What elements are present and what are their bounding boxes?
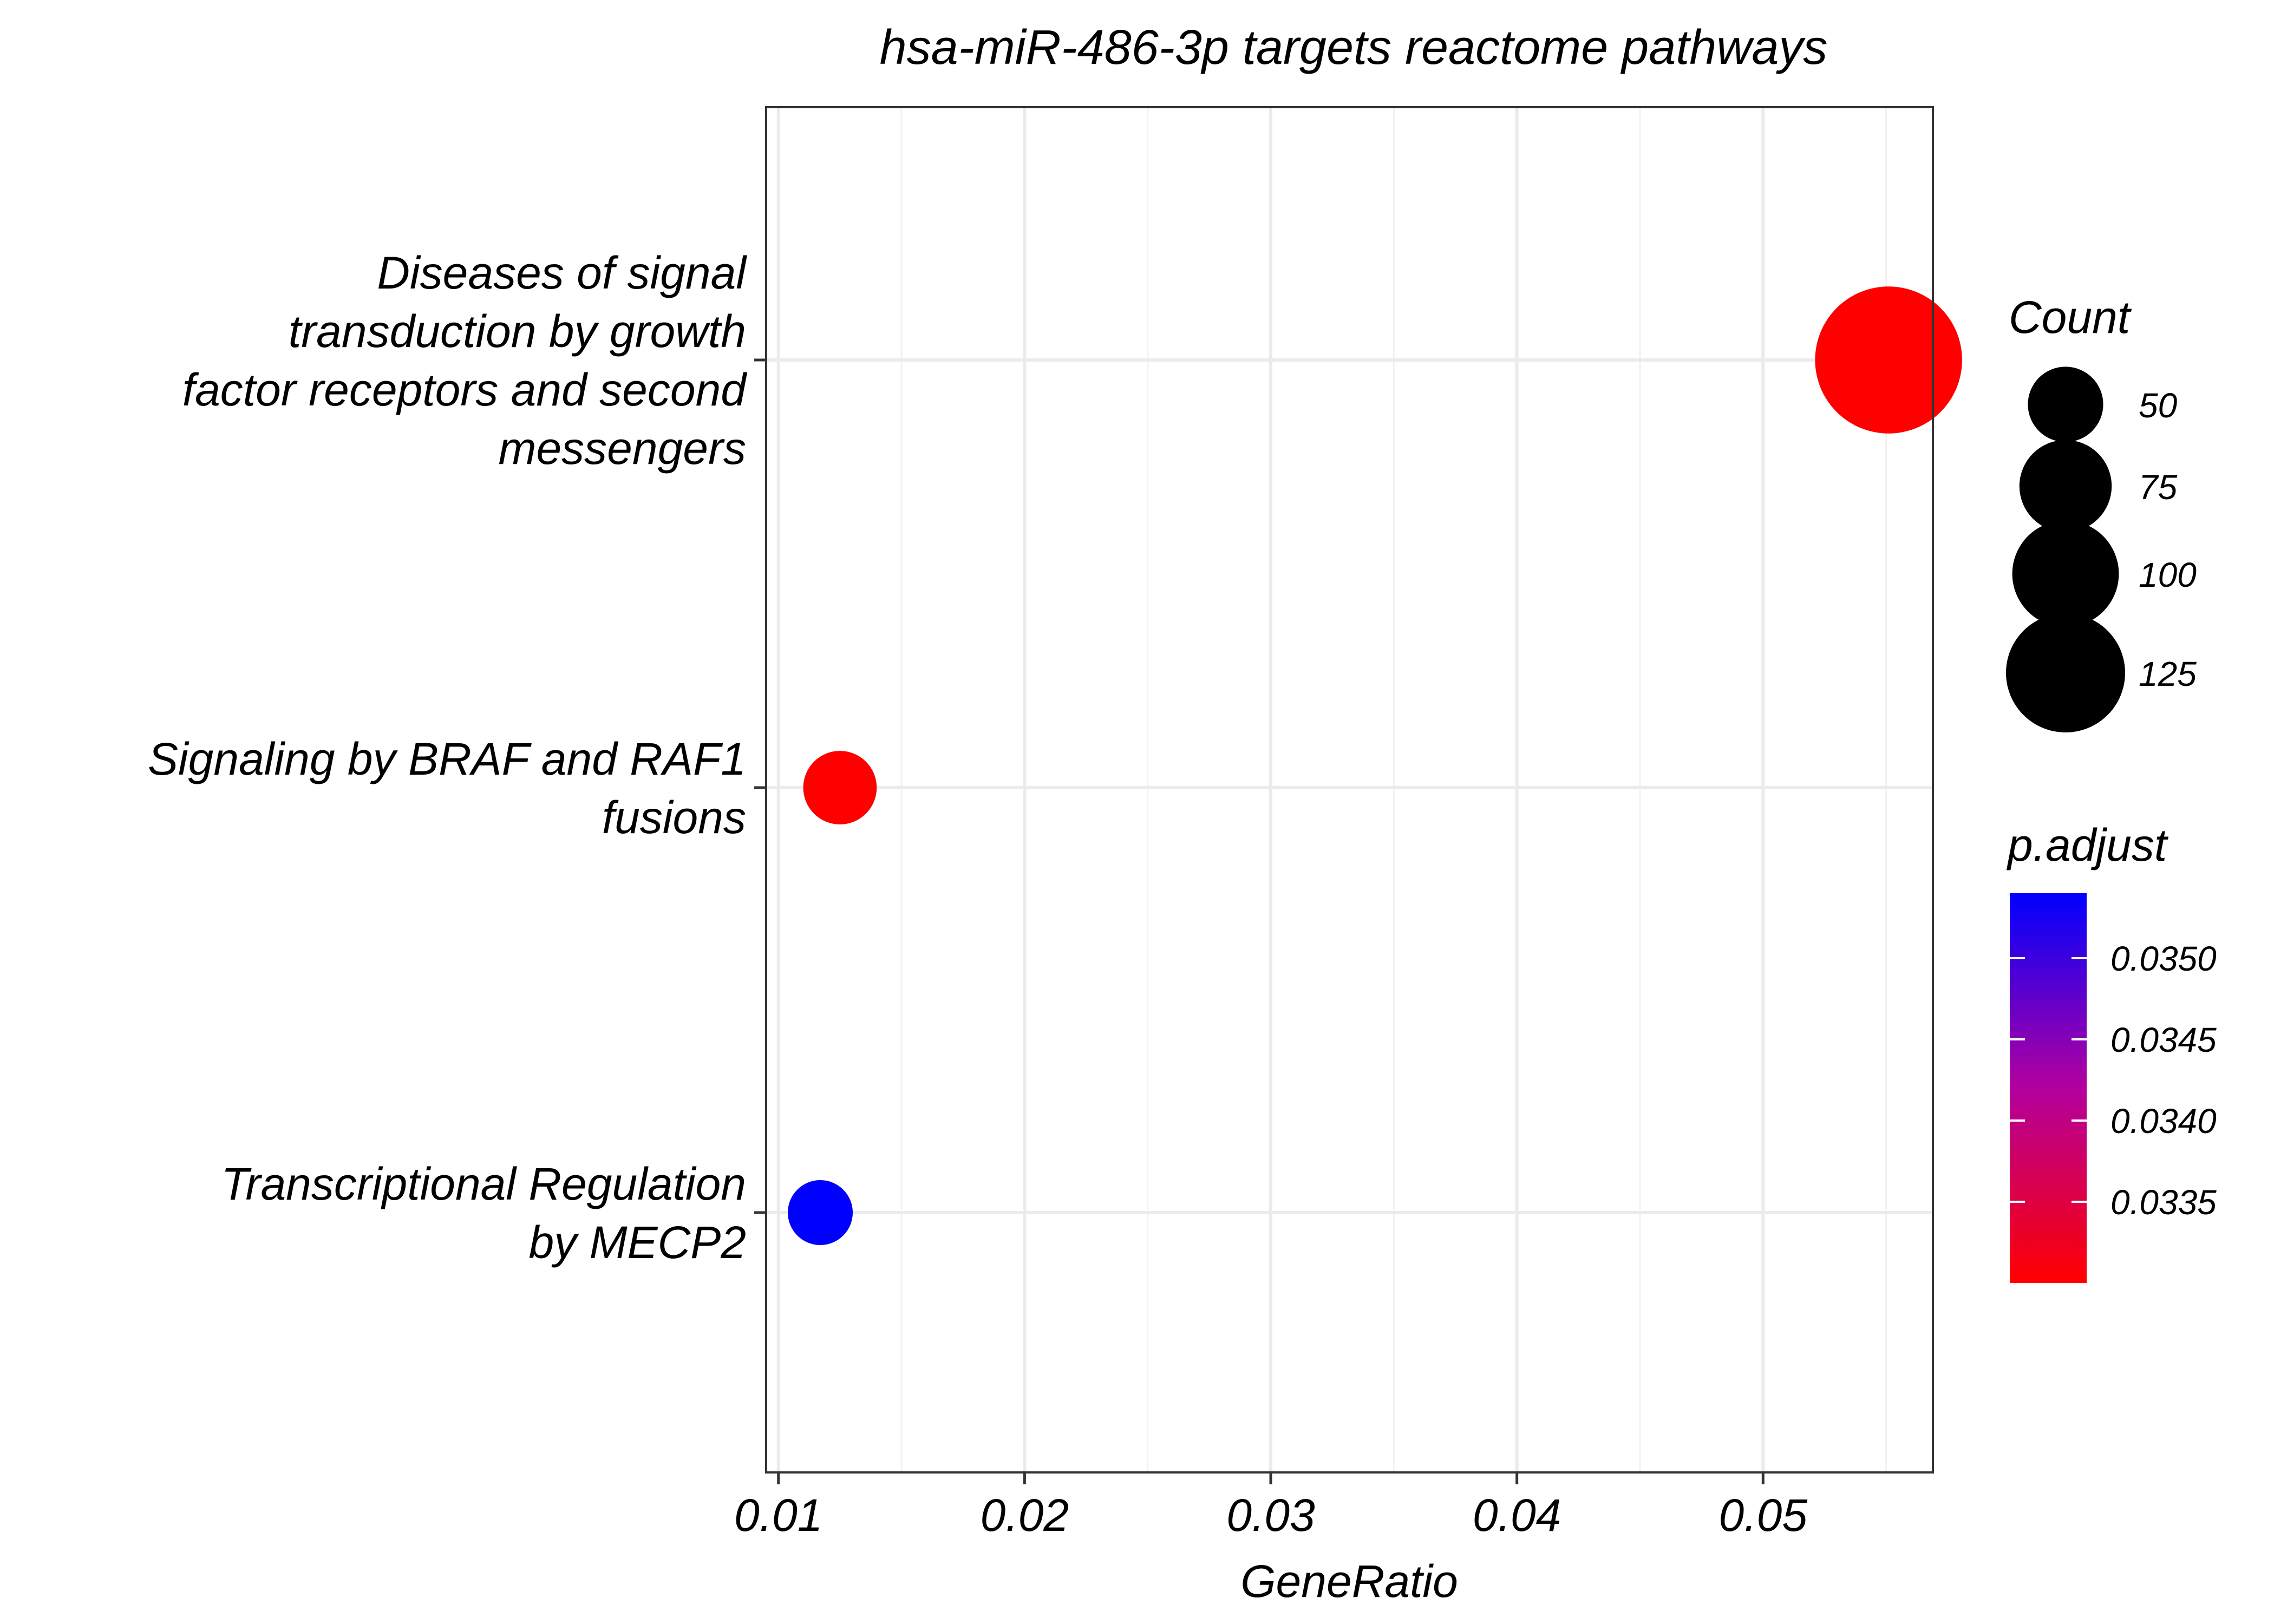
data-point xyxy=(803,751,877,824)
y-tick-label: messengers xyxy=(498,423,746,474)
size-legend-title: Count xyxy=(2009,292,2132,343)
color-legend-label: 0.0340 xyxy=(2110,1102,2217,1141)
x-tick-label: 0.01 xyxy=(734,1490,823,1541)
color-legend: p.adjust 0.0335 0.0340 0.0345 0.0350 xyxy=(2006,820,2217,1283)
color-legend-title: p.adjust xyxy=(2006,820,2169,870)
data-points xyxy=(788,286,1962,1245)
x-tick-label: 0.02 xyxy=(981,1490,1069,1541)
size-legend-label: 100 xyxy=(2139,555,2197,594)
plot-panel-background xyxy=(766,107,1933,1472)
y-tick-label: Diseases of signal xyxy=(377,247,747,298)
x-tick-label: 0.04 xyxy=(1473,1490,1561,1541)
y-tick-label: transduction by growth xyxy=(289,306,746,357)
y-axis: Diseases of signal transduction by growth… xyxy=(148,247,766,1268)
data-point xyxy=(788,1180,853,1245)
color-legend-label: 0.0350 xyxy=(2110,939,2217,978)
color-legend-label: 0.0345 xyxy=(2110,1020,2217,1059)
x-tick-label: 0.05 xyxy=(1719,1490,1808,1541)
plot-panel-border xyxy=(765,106,1934,1474)
size-legend-key xyxy=(2019,440,2112,533)
y-tick-label: Signaling by BRAF and RAF1 xyxy=(148,734,746,784)
x-tick-label: 0.03 xyxy=(1226,1490,1315,1541)
color-legend-label: 0.0335 xyxy=(2110,1183,2217,1222)
size-legend-key xyxy=(2005,613,2126,733)
y-tick-label: Transcriptional Regulation xyxy=(221,1158,746,1209)
size-legend-label: 125 xyxy=(2139,654,2197,693)
size-legend-key xyxy=(2028,366,2103,442)
grid-lines xyxy=(766,107,1933,1472)
size-legend-key xyxy=(2012,520,2119,627)
y-tick-label: by MECP2 xyxy=(529,1217,746,1268)
y-tick-label: factor receptors and second xyxy=(182,364,748,415)
size-legend-label: 75 xyxy=(2139,468,2178,507)
x-axis-title: GeneRatio xyxy=(1240,1556,1458,1607)
size-legend: Count 50 75 100 125 xyxy=(2005,292,2197,733)
chart-title: hsa-miR-486-3p targets reactome pathways xyxy=(880,21,1828,75)
size-legend-label: 50 xyxy=(2139,386,2178,425)
color-bar xyxy=(2010,893,2087,1283)
x-axis: 0.01 0.02 0.03 0.04 0.05 xyxy=(734,1472,1807,1541)
y-tick-label: fusions xyxy=(602,792,746,843)
data-point xyxy=(1815,286,1962,434)
